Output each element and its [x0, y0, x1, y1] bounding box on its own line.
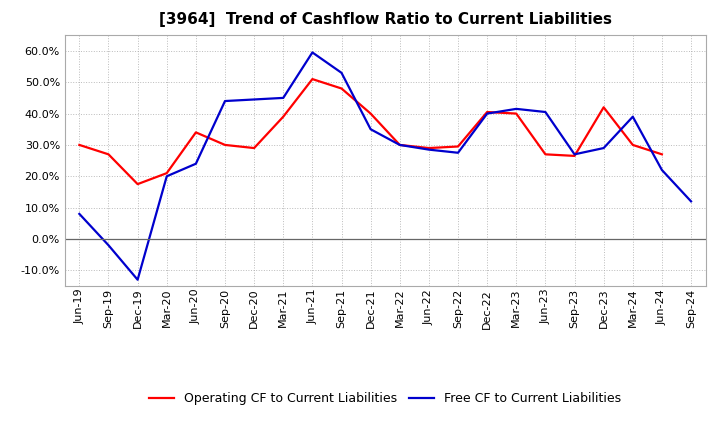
Operating CF to Current Liabilities [104, 152, 113, 157]
Operating CF to Current Liabilities [75, 142, 84, 147]
Operating CF to Current Liabilities [220, 142, 229, 147]
Operating CF to Current Liabilities [454, 144, 462, 149]
Free CF to Current Liabilities [657, 167, 666, 172]
Free CF to Current Liabilities [192, 161, 200, 166]
Free CF to Current Liabilities [163, 174, 171, 179]
Free CF to Current Liabilities [133, 277, 142, 282]
Operating CF to Current Liabilities [395, 142, 404, 147]
Free CF to Current Liabilities [104, 242, 113, 248]
Operating CF to Current Liabilities [483, 110, 492, 115]
Operating CF to Current Liabilities [629, 142, 637, 147]
Free CF to Current Liabilities [308, 50, 317, 55]
Operating CF to Current Liabilities [279, 114, 287, 119]
Free CF to Current Liabilities [512, 106, 521, 111]
Free CF to Current Liabilities [366, 127, 375, 132]
Free CF to Current Liabilities [687, 199, 696, 204]
Operating CF to Current Liabilities [250, 145, 258, 150]
Free CF to Current Liabilities [541, 110, 550, 115]
Free CF to Current Liabilities [279, 95, 287, 101]
Free CF to Current Liabilities [599, 145, 608, 150]
Free CF to Current Liabilities [483, 111, 492, 116]
Free CF to Current Liabilities [395, 142, 404, 147]
Free CF to Current Liabilities [75, 211, 84, 216]
Free CF to Current Liabilities [250, 97, 258, 102]
Operating CF to Current Liabilities [337, 86, 346, 91]
Operating CF to Current Liabilities [163, 170, 171, 176]
Operating CF to Current Liabilities [308, 77, 317, 82]
Line: Operating CF to Current Liabilities: Operating CF to Current Liabilities [79, 79, 662, 184]
Free CF to Current Liabilities [337, 70, 346, 75]
Operating CF to Current Liabilities [133, 181, 142, 187]
Operating CF to Current Liabilities [599, 105, 608, 110]
Operating CF to Current Liabilities [512, 111, 521, 116]
Legend: Operating CF to Current Liabilities, Free CF to Current Liabilities: Operating CF to Current Liabilities, Fre… [144, 387, 626, 410]
Operating CF to Current Liabilities [425, 145, 433, 150]
Free CF to Current Liabilities [570, 152, 579, 157]
Operating CF to Current Liabilities [366, 111, 375, 116]
Free CF to Current Liabilities [454, 150, 462, 155]
Operating CF to Current Liabilities [192, 130, 200, 135]
Free CF to Current Liabilities [220, 99, 229, 104]
Operating CF to Current Liabilities [570, 153, 579, 158]
Title: [3964]  Trend of Cashflow Ratio to Current Liabilities: [3964] Trend of Cashflow Ratio to Curren… [158, 12, 612, 27]
Free CF to Current Liabilities [425, 147, 433, 152]
Line: Free CF to Current Liabilities: Free CF to Current Liabilities [79, 52, 691, 280]
Free CF to Current Liabilities [629, 114, 637, 119]
Operating CF to Current Liabilities [541, 152, 550, 157]
Operating CF to Current Liabilities [657, 152, 666, 157]
